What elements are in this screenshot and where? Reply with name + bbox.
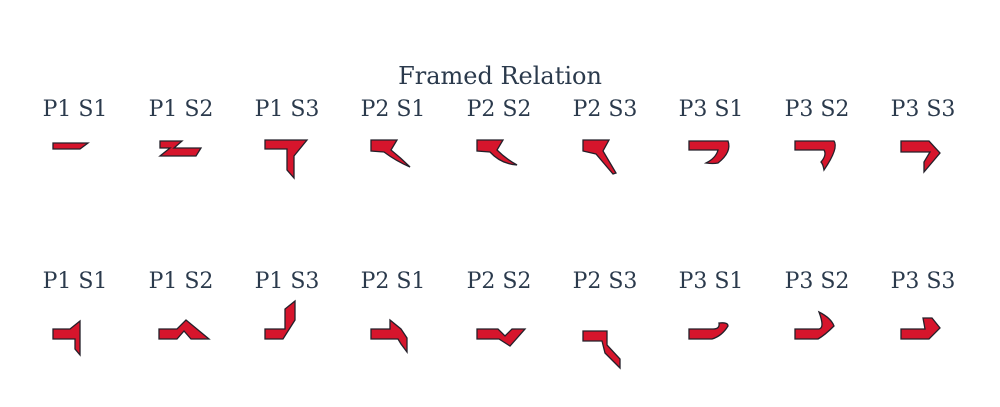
p2-s2-valley-glyph [476, 328, 527, 347]
label-r2-c3: P1 S3 [254, 269, 320, 294]
diagram-title: Framed Relation [398, 62, 602, 90]
p2-s3-hook-glyph [582, 139, 617, 175]
p1-s1-bar-glyph [52, 142, 90, 150]
p1-s3-corner-glyph [264, 299, 296, 340]
label-r2-c9: P3 S3 [890, 269, 956, 294]
label-r2-c6: P2 S3 [572, 269, 638, 294]
label-r2-c7: P3 S1 [678, 269, 744, 294]
p1-s2-zigzag-glyph [158, 140, 203, 157]
label-r1-c1: P1 S1 [42, 97, 108, 122]
p1-s2-peak-glyph [158, 319, 211, 340]
label-r2-c1: P1 S1 [42, 269, 108, 294]
label-r1-c3: P1 S3 [254, 97, 320, 122]
label-r2-c8: P3 S2 [784, 269, 850, 294]
label-r1-c6: P2 S3 [572, 97, 638, 122]
label-r1-c4: P2 S1 [360, 97, 426, 122]
p3-s3-chevron-glyph-row2 [900, 317, 941, 340]
label-r1-c9: P3 S3 [890, 97, 956, 122]
p3-s1-curve-glyph-row2 [688, 322, 729, 340]
p3-s1-curve-glyph [688, 140, 730, 165]
p1-s1-flag-glyph [52, 319, 81, 357]
p3-s3-chevron-glyph [900, 140, 941, 174]
label-r2-c5: P2 S2 [466, 269, 532, 294]
label-r2-c2: P1 S2 [148, 269, 214, 294]
label-r1-c2: P1 S2 [148, 97, 214, 122]
p2-s1-hook-glyph [370, 139, 411, 168]
label-r2-c4: P2 S1 [360, 269, 426, 294]
label-r1-c5: P2 S2 [466, 97, 532, 122]
p2-s3-hook-glyph-row2 [582, 330, 621, 370]
p2-s2-hook-glyph [476, 139, 518, 166]
p3-s2-curve-glyph [794, 140, 836, 172]
p1-s3-seven-glyph [264, 139, 309, 180]
label-r1-c8: P3 S2 [784, 97, 850, 122]
p2-s1-flag-glyph [370, 318, 408, 354]
label-r1-c7: P3 S1 [678, 97, 744, 122]
p3-s2-curve-glyph-row2 [794, 310, 835, 340]
